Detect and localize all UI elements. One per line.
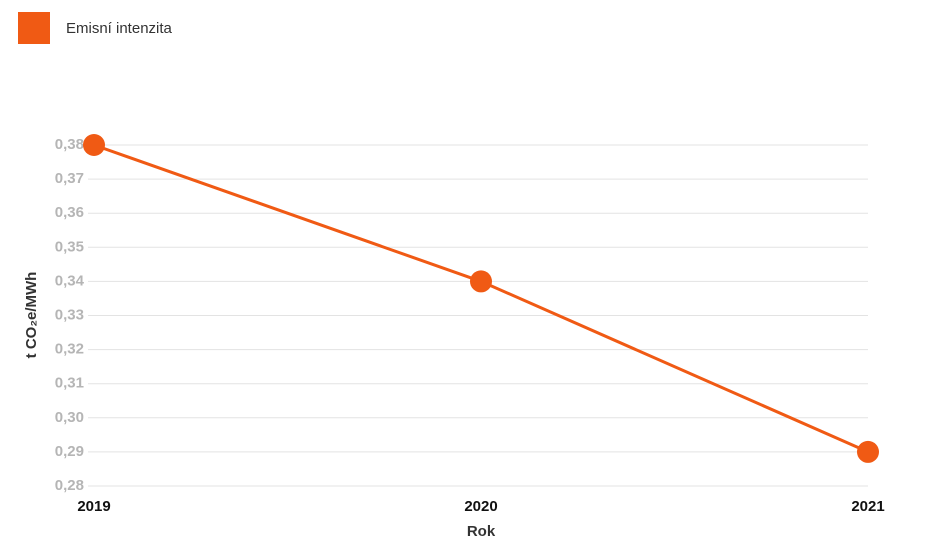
y-tick-label: 0,38 — [55, 136, 84, 153]
point — [470, 270, 492, 293]
x-tick-label: 2019 — [77, 498, 110, 515]
legend-swatch — [18, 12, 50, 44]
y-tick-label: 0,35 — [55, 238, 84, 255]
x-tick-label: 2021 — [851, 498, 884, 515]
y-tick-label: 0,28 — [55, 477, 84, 494]
y-tick-label: 0,33 — [55, 306, 84, 323]
x-axis-title: Rok — [467, 523, 496, 540]
y-tick-label: 0,32 — [55, 341, 84, 358]
legend-label: Emisní intenzita — [66, 20, 173, 37]
x-tick-label: 2020 — [464, 498, 497, 515]
y-tick-label: 0,36 — [55, 204, 84, 221]
y-tick-label: 0,37 — [55, 170, 84, 187]
y-tick-label: 0,34 — [55, 272, 85, 289]
y-tick-label: 0,30 — [55, 409, 84, 426]
y-axis-title: t CO₂e/MWh — [23, 272, 40, 359]
point — [857, 440, 879, 463]
line — [93, 143, 869, 454]
y-tick-label: 0,31 — [55, 375, 84, 392]
point — [83, 134, 105, 156]
y-tick-label: 0,29 — [55, 443, 84, 460]
